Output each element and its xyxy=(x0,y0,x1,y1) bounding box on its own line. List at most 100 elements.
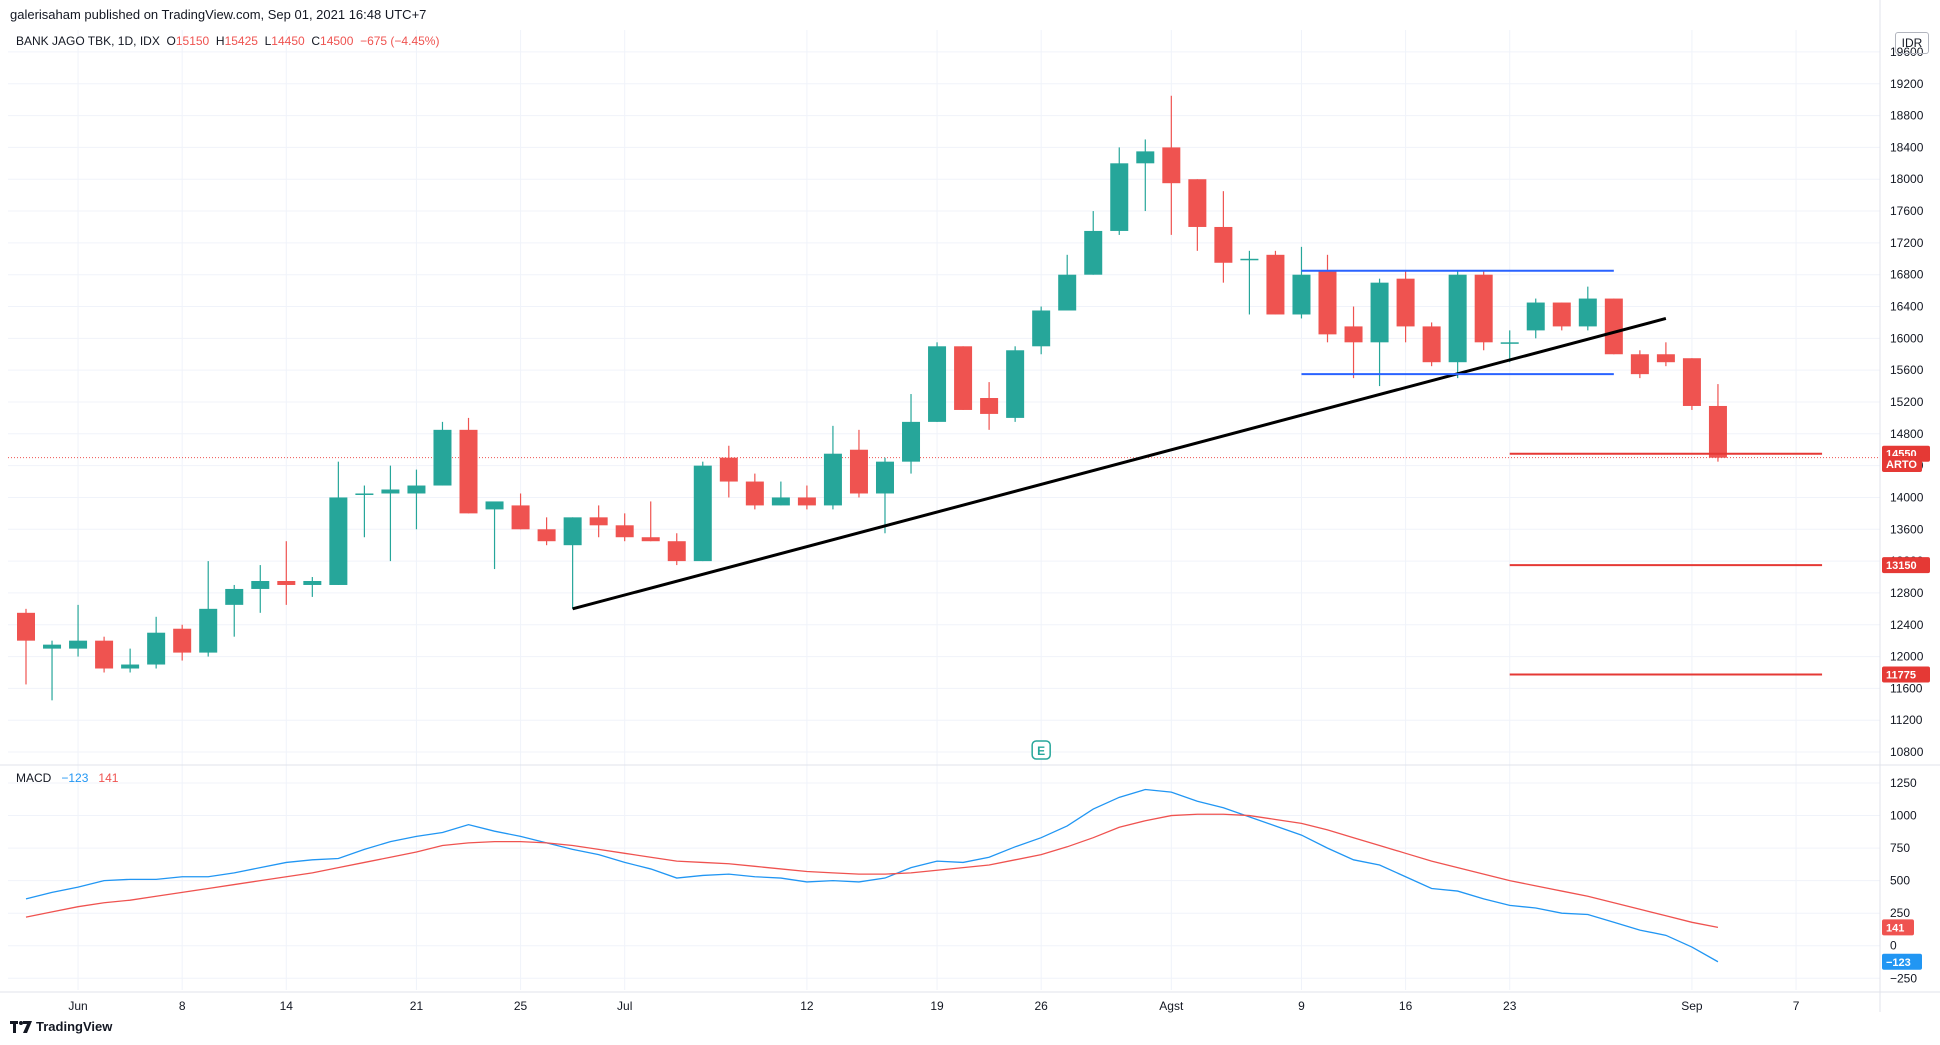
price-axis-tick: 19600 xyxy=(1890,45,1924,59)
macd-label: MACD xyxy=(16,771,52,785)
time-axis-tick: 8 xyxy=(179,999,186,1013)
price-tag-label: 13150 xyxy=(1886,560,1917,572)
time-axis-tick: 21 xyxy=(410,999,424,1013)
candle-body-up xyxy=(563,517,582,546)
candle-body-down xyxy=(537,529,556,542)
price-axis-tick: 17200 xyxy=(1890,236,1924,250)
open-value: 15150 xyxy=(175,34,210,48)
price-axis-tick: 10800 xyxy=(1890,745,1924,759)
close-label: C xyxy=(311,34,321,48)
macd-value-tag-label: −123 xyxy=(1886,957,1911,969)
high-value: 15425 xyxy=(224,34,258,48)
price-axis-tick: 18800 xyxy=(1890,109,1924,123)
candle-body-up xyxy=(485,501,504,510)
price-tag xyxy=(1882,456,1922,473)
candle-body-up xyxy=(1240,258,1259,261)
candle-body-down xyxy=(849,449,868,494)
time-axis-tick: 16 xyxy=(1399,999,1413,1013)
candle-body-down xyxy=(173,628,192,653)
candle-body-down xyxy=(1682,358,1701,406)
change-value: −675 (−4.45%) xyxy=(360,34,440,48)
time-axis-tick: 14 xyxy=(280,999,294,1013)
tradingview-logo-icon xyxy=(10,1020,32,1033)
tradingview-footer[interactable]: TradingView xyxy=(10,1019,112,1034)
candle-body-up xyxy=(1006,350,1025,418)
macd-legend: MACD −123 141 xyxy=(16,771,118,785)
macd-axis-tick: −250 xyxy=(1890,971,1917,985)
candle-body-down xyxy=(1552,302,1571,327)
candle-body-down xyxy=(1266,254,1285,315)
macd-axis-tick: 250 xyxy=(1890,906,1910,920)
time-axis-tick: Jun xyxy=(68,999,87,1013)
earnings-marker-label: E xyxy=(1037,744,1045,758)
candle-body-down xyxy=(589,517,608,526)
candle-body-down xyxy=(95,640,114,669)
candle-body-up xyxy=(771,497,790,506)
high-label: H xyxy=(215,34,225,48)
candle-body-down xyxy=(641,537,660,542)
price-axis-tick: 14000 xyxy=(1890,490,1924,504)
macd-axis-tick: 1000 xyxy=(1890,809,1917,823)
candle-body-up xyxy=(69,640,88,649)
low-value: 14450 xyxy=(271,34,305,48)
candle-body-down xyxy=(277,580,296,585)
candle-body-up xyxy=(1058,274,1077,311)
candle-body-down xyxy=(511,505,530,530)
macd-axis-tick: 1250 xyxy=(1890,776,1917,790)
macd-axis-tick: 0 xyxy=(1890,939,1897,953)
candle-body-down xyxy=(1708,405,1727,458)
candle-body-up xyxy=(1032,310,1051,347)
price-axis-tick: 13600 xyxy=(1890,522,1924,536)
publisher-line: galerisaham published on TradingView.com… xyxy=(10,7,427,22)
candle-body-down xyxy=(797,497,816,506)
candle-body-up xyxy=(303,580,322,585)
brand-name: TradingView xyxy=(36,1019,113,1034)
candle-body-down xyxy=(1188,179,1207,227)
candle-body-up xyxy=(433,429,452,486)
candle-body-up xyxy=(43,644,62,649)
time-axis-tick: 19 xyxy=(930,999,944,1013)
price-axis-tick: 12000 xyxy=(1890,650,1924,664)
candle-body-up xyxy=(1292,274,1311,315)
candle-body-up xyxy=(381,489,400,494)
time-axis-tick: Sep xyxy=(1681,999,1703,1013)
candle-body-down xyxy=(719,457,738,482)
symbol-legend: BANK JAGO TBK, 1D, IDX O15150 H15425 L14… xyxy=(16,34,439,48)
price-axis-tick: 19200 xyxy=(1890,77,1924,91)
candle-body-up xyxy=(1526,302,1545,331)
candle-body-up xyxy=(902,421,921,462)
price-axis-tick: 12400 xyxy=(1890,618,1924,632)
price-axis-tick: 16000 xyxy=(1890,331,1924,345)
price-axis-tick: 18400 xyxy=(1890,140,1924,154)
candle-body-down xyxy=(667,541,686,562)
macd-axis-tick: 750 xyxy=(1890,841,1910,855)
currency-unit-button[interactable]: IDR xyxy=(1895,32,1929,54)
price-axis-tick: 15600 xyxy=(1890,363,1924,377)
candle-body-up xyxy=(823,453,842,506)
price-tag-label: ARTO xyxy=(1886,459,1917,471)
signal-line xyxy=(25,813,1719,929)
symbol-name: BANK JAGO TBK, 1D, IDX xyxy=(16,34,160,48)
macd-value-tag xyxy=(1882,919,1914,936)
candle-body-down xyxy=(459,429,478,514)
candle-body-down xyxy=(1318,270,1337,335)
time-axis-tick: 7 xyxy=(1793,999,1800,1013)
time-axis-tick: 12 xyxy=(800,999,814,1013)
candle-body-down xyxy=(1604,298,1623,355)
candle-body-up xyxy=(1110,163,1129,231)
price-axis-tick: 15200 xyxy=(1890,395,1924,409)
candle-body-down xyxy=(1162,147,1181,184)
earnings-marker-icon xyxy=(1031,740,1051,760)
time-axis-tick: Jul xyxy=(617,999,632,1013)
candle-body-up xyxy=(407,485,426,494)
candle-body-up xyxy=(875,461,894,494)
candle-body-up xyxy=(121,664,140,669)
price-axis-tick: 16400 xyxy=(1890,300,1924,314)
time-axis-tick: 23 xyxy=(1503,999,1517,1013)
close-value: 14500 xyxy=(320,34,354,48)
price-axis-tick: 11200 xyxy=(1890,713,1923,727)
candle-body-up xyxy=(199,608,218,653)
time-axis-tick: 9 xyxy=(1298,999,1305,1013)
candle-body-down xyxy=(1214,226,1233,263)
